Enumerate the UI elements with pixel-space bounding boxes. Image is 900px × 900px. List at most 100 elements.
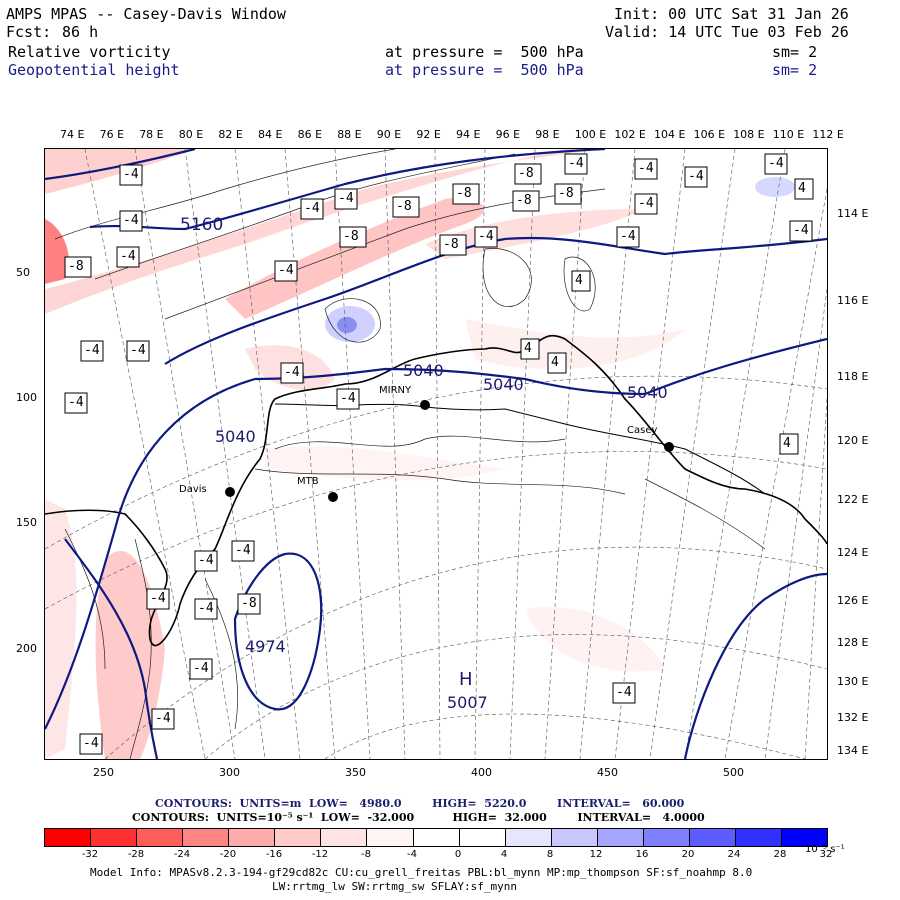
vorticity-value-label: -4 (193, 661, 209, 676)
vorticity-value-label: -4 (83, 736, 99, 751)
colorbar-tick-label: 16 (635, 849, 649, 860)
right-tick-label: 120 E (837, 434, 869, 447)
top-tick-label: 102 E (614, 128, 646, 141)
vorticity-value-label: 4 (798, 181, 806, 196)
height-contours (45, 149, 827, 759)
height-label-5007: 5007 (447, 693, 488, 712)
vorticity-value-label: -4 (130, 343, 146, 358)
field1-smoothing: sm= 2 (772, 43, 818, 61)
bottom-tick-label: 400 (471, 766, 492, 779)
vorticity-value-label: -4 (284, 365, 300, 380)
top-tick-label: 82 E (218, 128, 243, 141)
vorticity-value-label: -4 (198, 601, 214, 616)
bottom-tick-label: 250 (93, 766, 114, 779)
colorbar (44, 828, 828, 847)
colorbar-unit: 10⁻⁵ s⁻¹ (805, 844, 845, 855)
colorbar-segment (45, 829, 92, 846)
vorticity-value-label: -8 (241, 596, 257, 611)
top-tick-label: 84 E (258, 128, 283, 141)
right-tick-label: 128 E (837, 636, 869, 649)
vorticity-value-label: -4 (150, 591, 166, 606)
vorticity-value-label: -4 (123, 167, 139, 182)
vorticity-value-label: -4 (338, 191, 354, 206)
vorticity-value-label: -8 (343, 229, 359, 244)
field2-name: Geopotential height (8, 61, 180, 79)
map-panel[interactable]: -4 -4 -8 -4 -4 -4 -4 -4 -4 -4 -4 -8 -8 -8 -8 -8 -8 -8 -4 -4… (44, 148, 828, 760)
vorticity-value-label: -4 (638, 161, 654, 176)
left-tick-label: 50 (16, 266, 30, 279)
colorbar-tick-label: 24 (727, 849, 741, 860)
colorbar-tick-label: -12 (311, 849, 329, 860)
colorbar-segment (782, 829, 828, 846)
colorbar-segment (229, 829, 276, 846)
top-tick-label: 90 E (376, 128, 402, 141)
top-tick-label: 88 E (337, 128, 362, 141)
vorticity-value-label: -8 (518, 166, 534, 181)
top-tick-label: 104 E (654, 128, 686, 141)
colorbar-segment (597, 829, 644, 846)
model-info: Model Info: MPASv8.2.3-194-gf29cd82c CU:… (90, 866, 753, 879)
vorticity-value-label: -4 (340, 391, 356, 406)
colorbar-segment (689, 829, 736, 846)
vorticity-value-label: 4 (783, 436, 791, 451)
top-tick-label: 100 E (574, 128, 607, 141)
vorticity-value-label: -4 (568, 156, 584, 171)
vorticity-value-label: -4 (123, 213, 139, 228)
height-contour-info: CONTOURS: UNITS=m LOW= 4980.0 HIGH= 5220… (155, 797, 685, 810)
top-tick-label: 94 E (456, 128, 481, 141)
top-tick-label: 78 E (139, 128, 164, 141)
map-canvas (45, 149, 827, 759)
colorbar-segment (137, 829, 184, 846)
colorbar-segment (551, 829, 598, 846)
vorticity-shading (45, 149, 795, 759)
left-tick-label: 150 (16, 516, 37, 529)
forecast-hour: 86 h (62, 23, 99, 41)
vorticity-value-label: -8 (396, 199, 412, 214)
vorticity-value-label: -4 (198, 553, 214, 568)
vorticity-value-label: -4 (235, 543, 251, 558)
bottom-tick-label: 450 (597, 766, 618, 779)
height-label-5040-west: 5040 (215, 427, 256, 446)
bottom-tick-label: 350 (345, 766, 366, 779)
top-tick-label: 74 E (60, 128, 85, 141)
colorbar-segment (735, 829, 782, 846)
bottom-tick-label: 500 (723, 766, 744, 779)
vorticity-value-label: -8 (516, 193, 532, 208)
top-tick-label: 86 E (297, 128, 323, 141)
coastline (45, 334, 827, 647)
colorbar-tick-label: 28 (773, 849, 787, 860)
field2-level: at pressure = 500 hPa (385, 61, 584, 79)
top-tick-label: 108 E (733, 128, 765, 141)
forecast-label: Fcst: (6, 23, 52, 41)
vorticity-value-label: -4 (620, 229, 636, 244)
vorticity-value-label: -4 (793, 223, 809, 238)
colorbar-tick-label: 8 (546, 849, 554, 860)
top-tick-label: 80 E (178, 128, 204, 141)
colorbar-segment (91, 829, 138, 846)
colorbar-tick-label: -20 (219, 849, 237, 860)
vorticity-value-label: -8 (68, 259, 84, 274)
top-tick-label: 106 E (693, 128, 726, 141)
colorbar-tick-label: 20 (681, 849, 695, 860)
left-tick-label: 200 (16, 642, 37, 655)
field1-level: at pressure = 500 hPa (385, 43, 584, 61)
colorbar-segment (367, 829, 414, 846)
colorbar-segment (413, 829, 460, 846)
height-label-5040-center: 5040 (403, 361, 444, 380)
vorticity-contour-info: CONTOURS: UNITS=10⁻⁵ s⁻¹ LOW= -32.000 HI… (132, 811, 705, 824)
height-label-5040-east: 5040 (627, 383, 668, 402)
colorbar-tick-label: -4 (407, 849, 417, 860)
colorbar-segment (321, 829, 368, 846)
colorbar-segment (183, 829, 230, 846)
station-markers (225, 400, 674, 502)
colorbar-tick-label: -24 (173, 849, 191, 860)
vorticity-value-label: -4 (155, 711, 171, 726)
top-tick-label: 110 E (772, 128, 805, 141)
colorbar-segment (505, 829, 552, 846)
height-label-4974: 4974 (245, 637, 286, 656)
top-tick-label: 92 E (416, 128, 441, 141)
colorbar-tick-label: 12 (589, 849, 603, 860)
colorbar-tick-label: -8 (361, 849, 371, 860)
vorticity-value-label: 4 (575, 273, 583, 288)
vorticity-value-label: -4 (688, 169, 704, 184)
